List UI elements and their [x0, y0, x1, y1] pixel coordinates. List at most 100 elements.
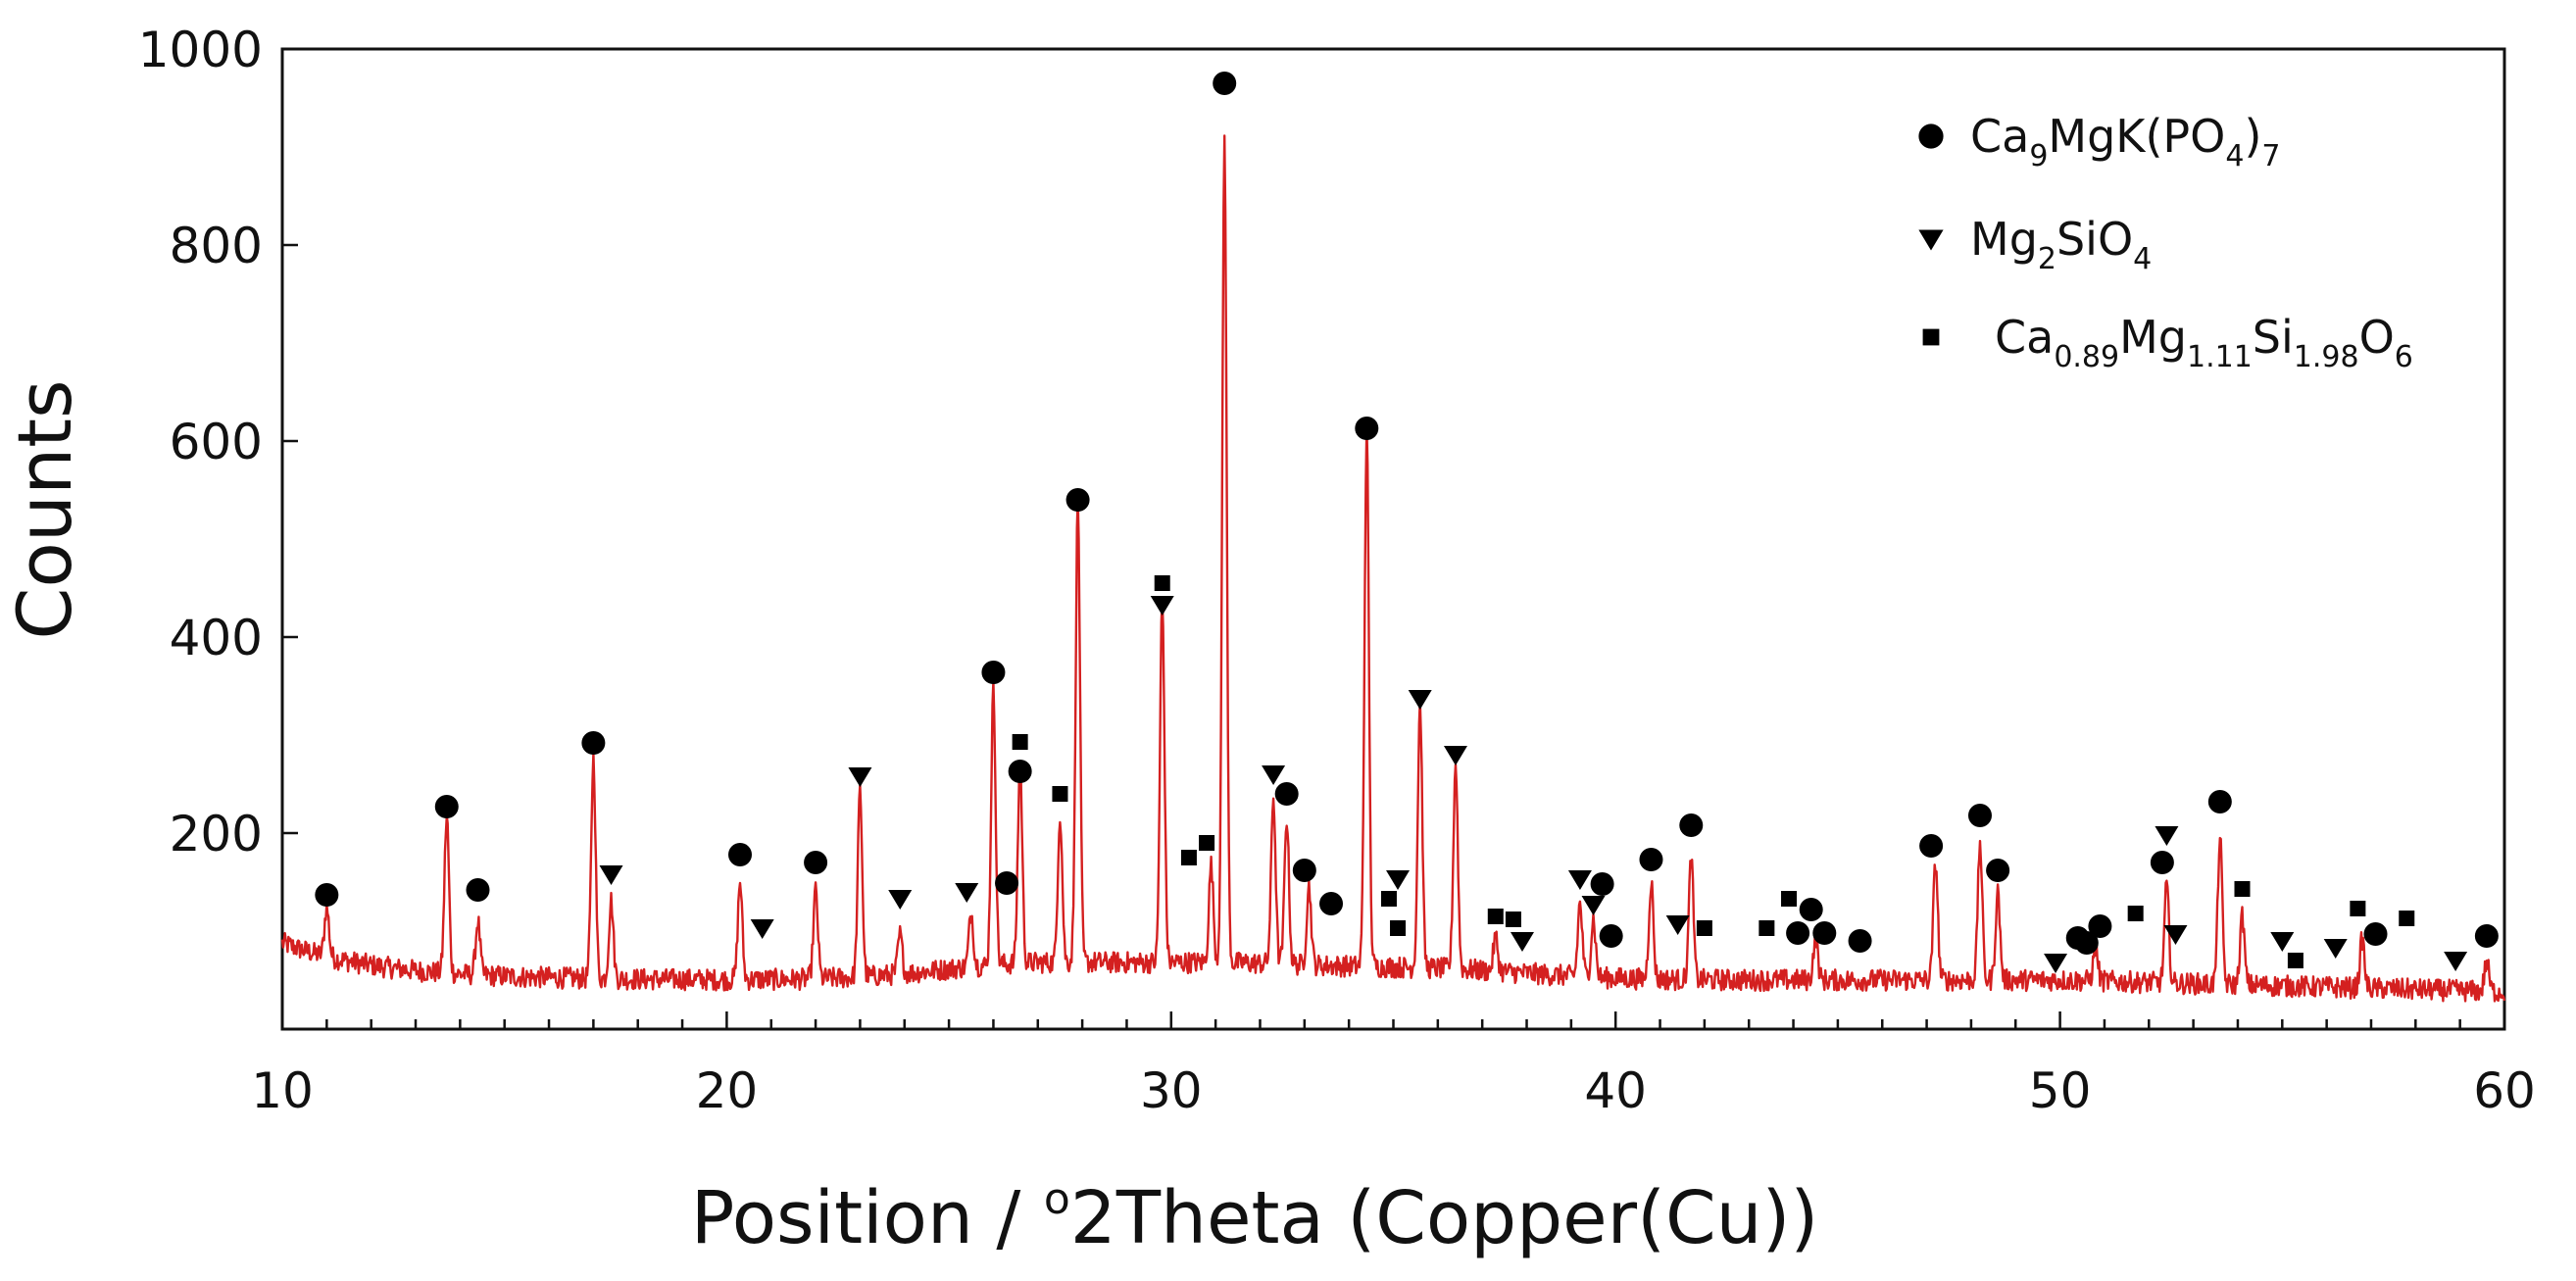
x-axis-title: Position / o2Theta (Copper(Cu)) [691, 1174, 1819, 1260]
square-marker [1487, 909, 1504, 924]
circle-marker [1812, 921, 1837, 945]
axes: 10 20 30 40 50 60 200 400 600 800 1000 [138, 22, 2536, 1119]
diffraction-pattern [280, 134, 2506, 1003]
square-marker [1180, 850, 1197, 865]
legend-item: Mg2SiO4 [1918, 213, 2152, 276]
triangle-down-marker [1262, 765, 1286, 785]
triangle-down-marker [1408, 690, 1432, 710]
legend-text-part: O [2359, 311, 2395, 364]
y-tick-label: 1000 [138, 22, 263, 78]
legend-label: Ca0.89Mg1.11Si1.98O6 [1995, 311, 2413, 374]
circle-marker [1355, 417, 1379, 440]
legend-text-part: SiO [2056, 213, 2133, 266]
circle-marker [728, 843, 753, 866]
square-marker [1154, 575, 1170, 591]
legend-subscript: 0.89 [2054, 340, 2119, 374]
legend-label: Ca9MgK(PO4)7 [1970, 110, 2281, 173]
circle-marker [995, 871, 1019, 895]
circle-marker [2088, 914, 2112, 938]
legend-triangle-down-marker [1918, 229, 1944, 251]
legend-subscript: 6 [2395, 340, 2413, 374]
square-marker [2350, 901, 2366, 916]
legend-circle-marker [1918, 123, 1944, 149]
y-tick-label: 200 [170, 806, 263, 862]
pattern-line [280, 134, 2506, 1003]
series-circle [315, 72, 2499, 955]
square-marker [1696, 920, 1712, 936]
legend-subscript: 1.11 [2187, 340, 2253, 374]
triangle-down-marker [2155, 826, 2179, 846]
triangle-down-marker [1386, 870, 1411, 890]
legend-subscript: 4 [2133, 242, 2152, 276]
legend-text-part: Mg [1970, 213, 2038, 266]
circle-marker [1274, 782, 1299, 806]
circle-marker [2150, 851, 2174, 874]
x-tick-label: 60 [2473, 1062, 2536, 1119]
circle-marker [315, 883, 339, 907]
circle-marker [434, 795, 459, 818]
circle-marker [1599, 924, 1623, 948]
triangle-down-marker [1567, 870, 1592, 890]
square-marker [2287, 953, 2304, 968]
x-title-part: Position / [691, 1176, 1044, 1260]
triangle-down-marker [2163, 925, 2188, 945]
circle-marker [1639, 848, 1663, 871]
circle-marker [1008, 760, 1032, 783]
legend-text-part: Mg [2119, 311, 2187, 364]
triangle-down-marker [888, 890, 913, 910]
triangle-down-marker [2323, 939, 2348, 959]
legend-subscript: 4 [2225, 139, 2244, 173]
y-axis-title: Counts [1, 379, 88, 639]
legend-square-marker [1922, 328, 1940, 346]
circle-marker [466, 878, 490, 902]
circle-marker [804, 851, 828, 874]
square-marker [2127, 906, 2144, 921]
legend-subscript: 7 [2261, 139, 2280, 173]
circle-marker [2363, 922, 2388, 946]
legend-subscript: 2 [2038, 242, 2056, 276]
triangle-down-marker [848, 767, 872, 787]
circle-marker [1679, 813, 1704, 837]
legend-text-part: MgK(PO [2048, 110, 2225, 163]
circle-marker [2474, 924, 2499, 948]
square-marker [1781, 891, 1798, 907]
circle-marker [2207, 790, 2232, 813]
circle-marker [1319, 892, 1344, 915]
triangle-down-marker [1510, 932, 1534, 952]
plot-area [280, 47, 2506, 1031]
square-marker [1759, 920, 1775, 936]
x-tick-label: 30 [1140, 1062, 1203, 1119]
square-marker [1390, 920, 1407, 936]
legend-item: Ca0.89Mg1.11Si1.98O6 [1922, 311, 2413, 374]
triangle-down-marker [2444, 952, 2468, 971]
square-marker [1012, 734, 1028, 750]
x-tick-label: 10 [251, 1062, 314, 1119]
circle-marker [1848, 929, 1872, 953]
triangle-down-marker [1581, 896, 1606, 915]
x-title-degree: o [1044, 1174, 1070, 1224]
legend-text-part: Si [2253, 311, 2294, 364]
square-marker [1052, 786, 1068, 802]
circle-marker [981, 661, 1006, 684]
y-tick-label: 600 [170, 414, 263, 470]
triangle-down-marker [2044, 954, 2068, 973]
series-triangle-down [599, 596, 2468, 973]
square-marker [2234, 881, 2251, 897]
square-marker [2399, 911, 2415, 926]
legend-text-part: ) [2244, 110, 2261, 163]
triangle-down-marker [1665, 915, 1690, 935]
circle-marker [1919, 834, 1944, 858]
series-square [1012, 575, 2415, 968]
legend-subscript: 9 [2029, 139, 2048, 173]
triangle-down-marker [2270, 932, 2295, 952]
circle-marker [581, 731, 606, 755]
plot-frame [280, 47, 2506, 1031]
circle-marker [1213, 72, 1237, 95]
circle-marker [1799, 898, 1823, 921]
x-title-part: 2Theta (Copper(Cu)) [1070, 1176, 1819, 1260]
square-marker [1199, 835, 1215, 851]
circle-marker [1986, 859, 2010, 882]
x-tick-label: 40 [1584, 1062, 1647, 1119]
